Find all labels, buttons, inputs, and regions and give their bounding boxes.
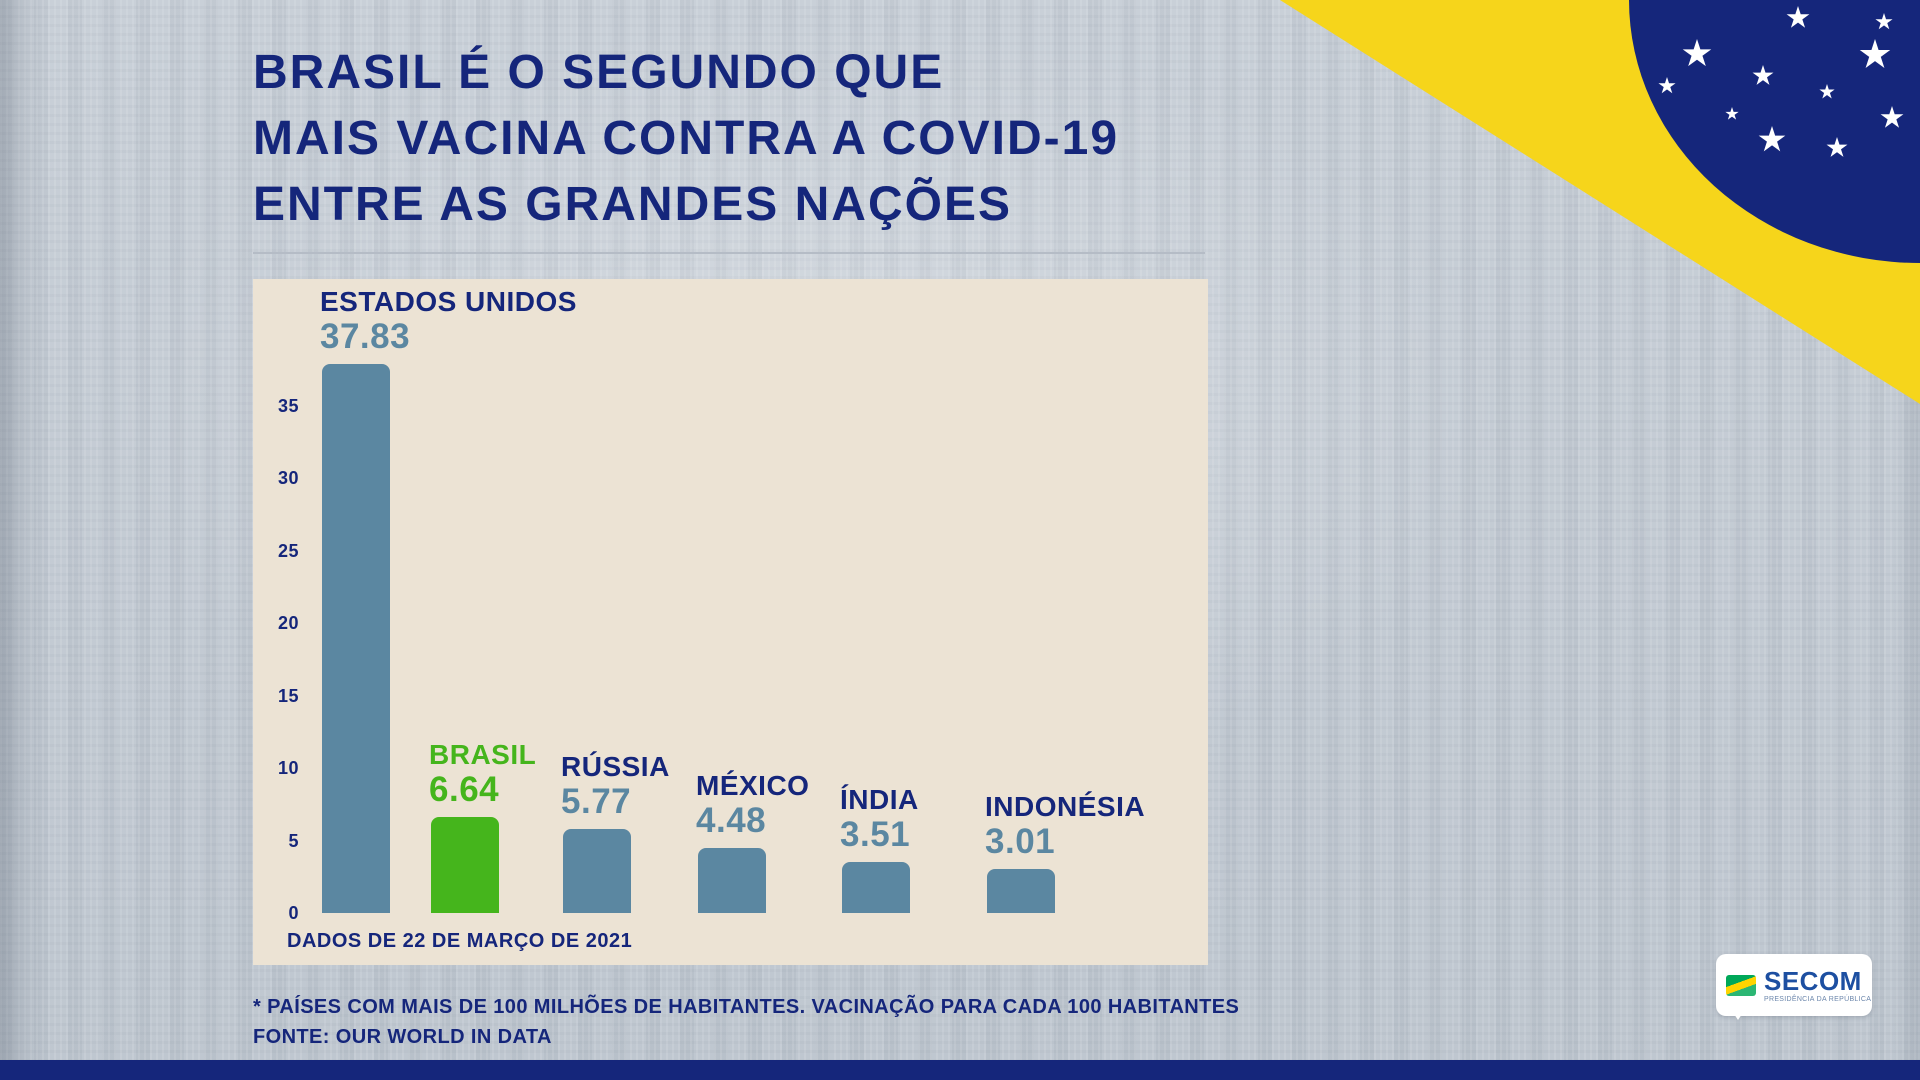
y-axis-tick: 15: [277, 685, 299, 706]
title-line-2: MAIS VACINA CONTRA A COVID-19: [253, 112, 1120, 165]
footnote-line-2: FONTE: OUR WORLD IN DATA: [253, 1026, 552, 1048]
y-axis-tick: 20: [277, 613, 299, 633]
flag-blue-globe: [1629, 0, 1920, 263]
bar-category-label: BRASIL: [429, 739, 537, 770]
title-line-1: BRASIL É O SEGUNDO QUE: [253, 46, 945, 99]
page-title: BRASIL É O SEGUNDO QUE MAIS VACINA CONTR…: [253, 40, 1119, 238]
footnote: * PAÍSES COM MAIS DE 100 MILHÕES DE HABI…: [253, 992, 1239, 1052]
bar-value-label: 5.77: [561, 782, 632, 821]
bar-category-label: ESTADOS UNIDOS: [320, 286, 577, 317]
bar: [322, 364, 390, 913]
bar-value-label: 3.01: [985, 822, 1056, 861]
bar-category-label: MÉXICO: [696, 770, 810, 801]
bar-labels: MÉXICO 4.48: [696, 770, 809, 840]
bar: [842, 862, 910, 913]
title-line-3: ENTRE AS GRANDES NAÇÕES: [253, 178, 1012, 231]
bar-category-label: ÍNDIA: [840, 784, 919, 815]
bar-value-label: 37.83: [320, 317, 411, 356]
bar: [698, 848, 766, 913]
bar: [987, 869, 1055, 913]
brazil-flag-corner: [1280, 0, 1920, 404]
footnote-line-1: * PAÍSES COM MAIS DE 100 MILHÕES DE HABI…: [253, 996, 1240, 1018]
bar-labels: RÚSSIA 5.77: [561, 751, 670, 821]
secom-logo: SECOM PRESIDÊNCIA DA REPÚBLICA: [1716, 954, 1872, 1020]
bar-labels: ÍNDIA 3.51: [840, 784, 919, 854]
bar-category-label: RÚSSIA: [561, 751, 670, 782]
y-axis-tick: 10: [277, 758, 299, 778]
title-divider: [253, 252, 1205, 254]
gov-flag-icon: [1726, 974, 1756, 996]
bottom-bar: [0, 1060, 1920, 1080]
bar-labels: ESTADOS UNIDOS 37.83: [320, 286, 577, 356]
y-axis-tick: 25: [277, 540, 299, 561]
chart-panel: 0 5 10 15 20 25 30 35 ESTADOS UNIDOS 37.…: [253, 279, 1208, 965]
bar: [563, 829, 631, 913]
y-axis-tick: 30: [277, 468, 299, 488]
bar-value-label: 6.64: [429, 770, 500, 809]
y-axis-tick: 35: [277, 395, 299, 416]
secom-subtitle: PRESIDÊNCIA DA REPÚBLICA: [1764, 995, 1872, 1003]
secom-logo-text: SECOM PRESIDÊNCIA DA REPÚBLICA: [1764, 968, 1871, 1003]
bar-labels: BRASIL 6.64: [429, 739, 536, 809]
bar-value-label: 4.48: [696, 801, 767, 840]
y-axis-tick: 5: [288, 830, 299, 851]
bar: [431, 817, 499, 913]
bar-labels: INDONÉSIA 3.01: [985, 791, 1145, 861]
y-axis-tick: 0: [288, 903, 299, 923]
secom-wordmark: SECOM: [1764, 965, 1862, 996]
bar-category-label: INDONÉSIA: [985, 791, 1146, 822]
chart-caption: DADOS DE 22 DE MARÇO DE 2021: [287, 930, 633, 952]
bar-value-label: 3.51: [840, 815, 911, 854]
